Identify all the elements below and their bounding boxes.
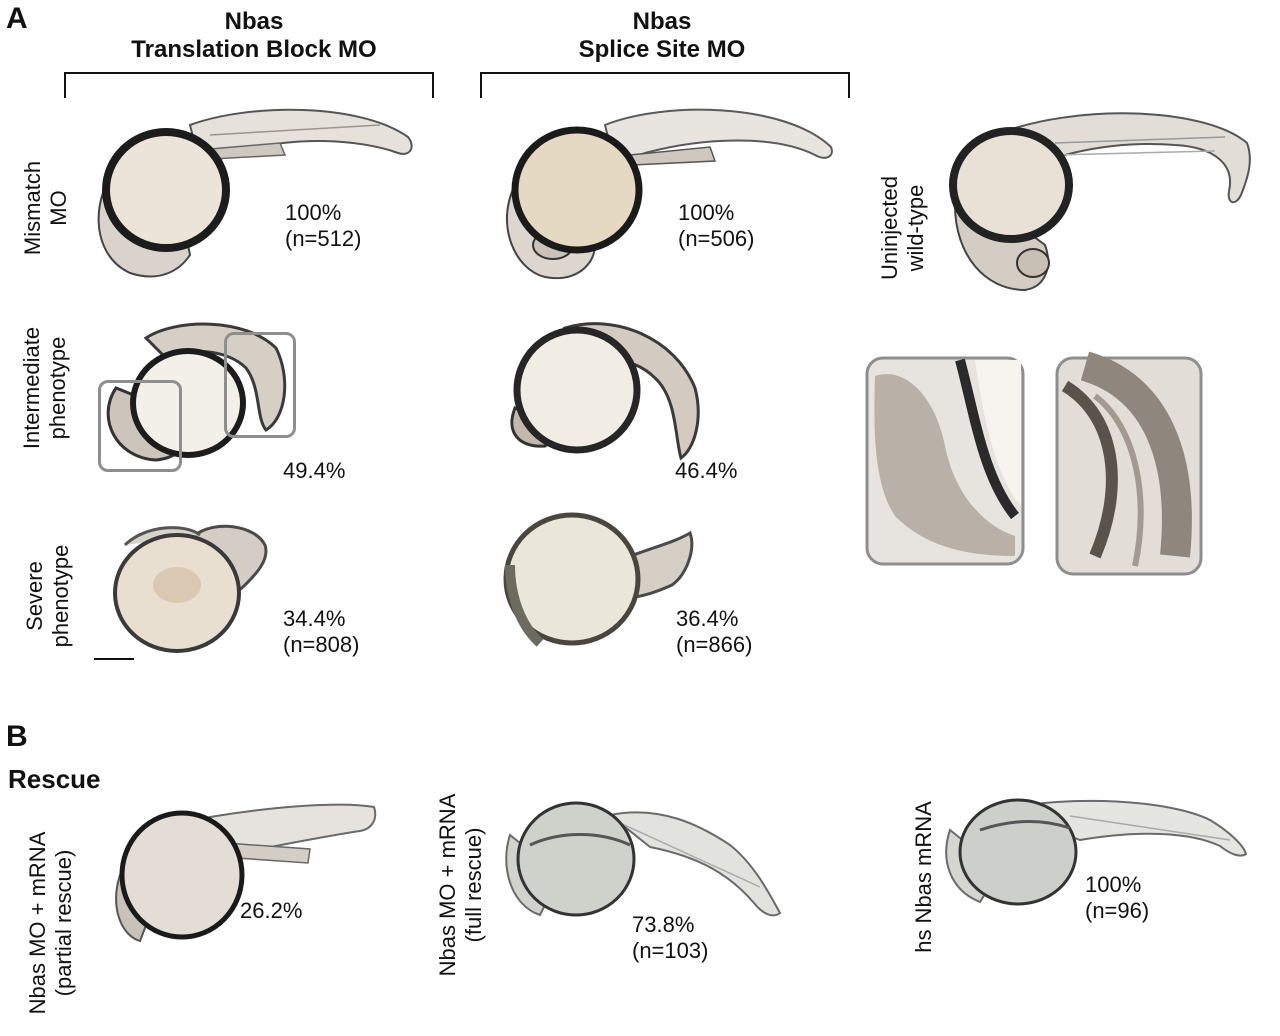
label-hs-mrna: hs Nbas mRNA xyxy=(911,801,936,953)
embryo-ss-severe-image xyxy=(503,512,694,647)
row-label-intermediate: Intermediate phenotype xyxy=(19,326,70,450)
inset-zoom-head-image xyxy=(865,356,1025,566)
row-label-mismatch: Mismatch MO xyxy=(20,160,71,256)
scale-bar xyxy=(94,658,134,660)
value-partial-rescue: 26.2% xyxy=(240,898,303,923)
embryo-uninjected-image xyxy=(949,112,1251,292)
inset-box-tail xyxy=(224,332,296,438)
column-title-translation-block: Nbas Translation Block MO xyxy=(131,8,377,63)
label-partial-rescue: Nbas MO + mRNA (partial rescue) xyxy=(25,831,76,1015)
panel-a-letter: A xyxy=(6,2,28,35)
row-label-severe: Severe phenotype xyxy=(22,544,73,648)
value-full-rescue: 73.8% (n=103) xyxy=(632,912,709,963)
inset-zoom-tail-image xyxy=(1055,351,1203,576)
value-ss-severe: 36.4% (n=866) xyxy=(676,606,753,657)
row-label-uninjected: Uninjected wild-type xyxy=(877,176,928,280)
embryo-partial-rescue-image xyxy=(115,803,377,943)
column-title-splice-site: Nbas Splice Site MO xyxy=(578,8,746,63)
value-tb-severe: 34.4% (n=808) xyxy=(283,606,360,657)
bracket-splice-site xyxy=(480,72,850,98)
inset-box-head xyxy=(98,380,182,472)
value-ss-intermediate: 46.4% xyxy=(675,458,738,483)
embryo-hs-mrna-image xyxy=(945,798,1248,906)
value-tb-mismatch: 100% (n=512) xyxy=(285,200,362,251)
embryo-ss-mismatch-image xyxy=(506,108,833,280)
value-hs-mrna: 100% (n=96) xyxy=(1085,872,1150,923)
panel-b-letter: B xyxy=(6,720,28,753)
embryo-ss-intermediate-image xyxy=(510,322,700,461)
value-ss-mismatch: 100% (n=506) xyxy=(678,200,755,251)
embryo-full-rescue-image xyxy=(505,801,782,917)
label-full-rescue: Nbas MO + mRNA (full rescue) xyxy=(435,793,486,977)
embryo-tb-intermediate-image xyxy=(106,322,287,462)
rescue-heading: Rescue xyxy=(8,764,101,794)
embryo-tb-mismatch-image xyxy=(97,108,413,278)
value-tb-intermediate: 49.4% xyxy=(283,458,346,483)
embryo-tb-severe-image xyxy=(113,524,268,653)
bracket-translation-block xyxy=(64,72,434,98)
